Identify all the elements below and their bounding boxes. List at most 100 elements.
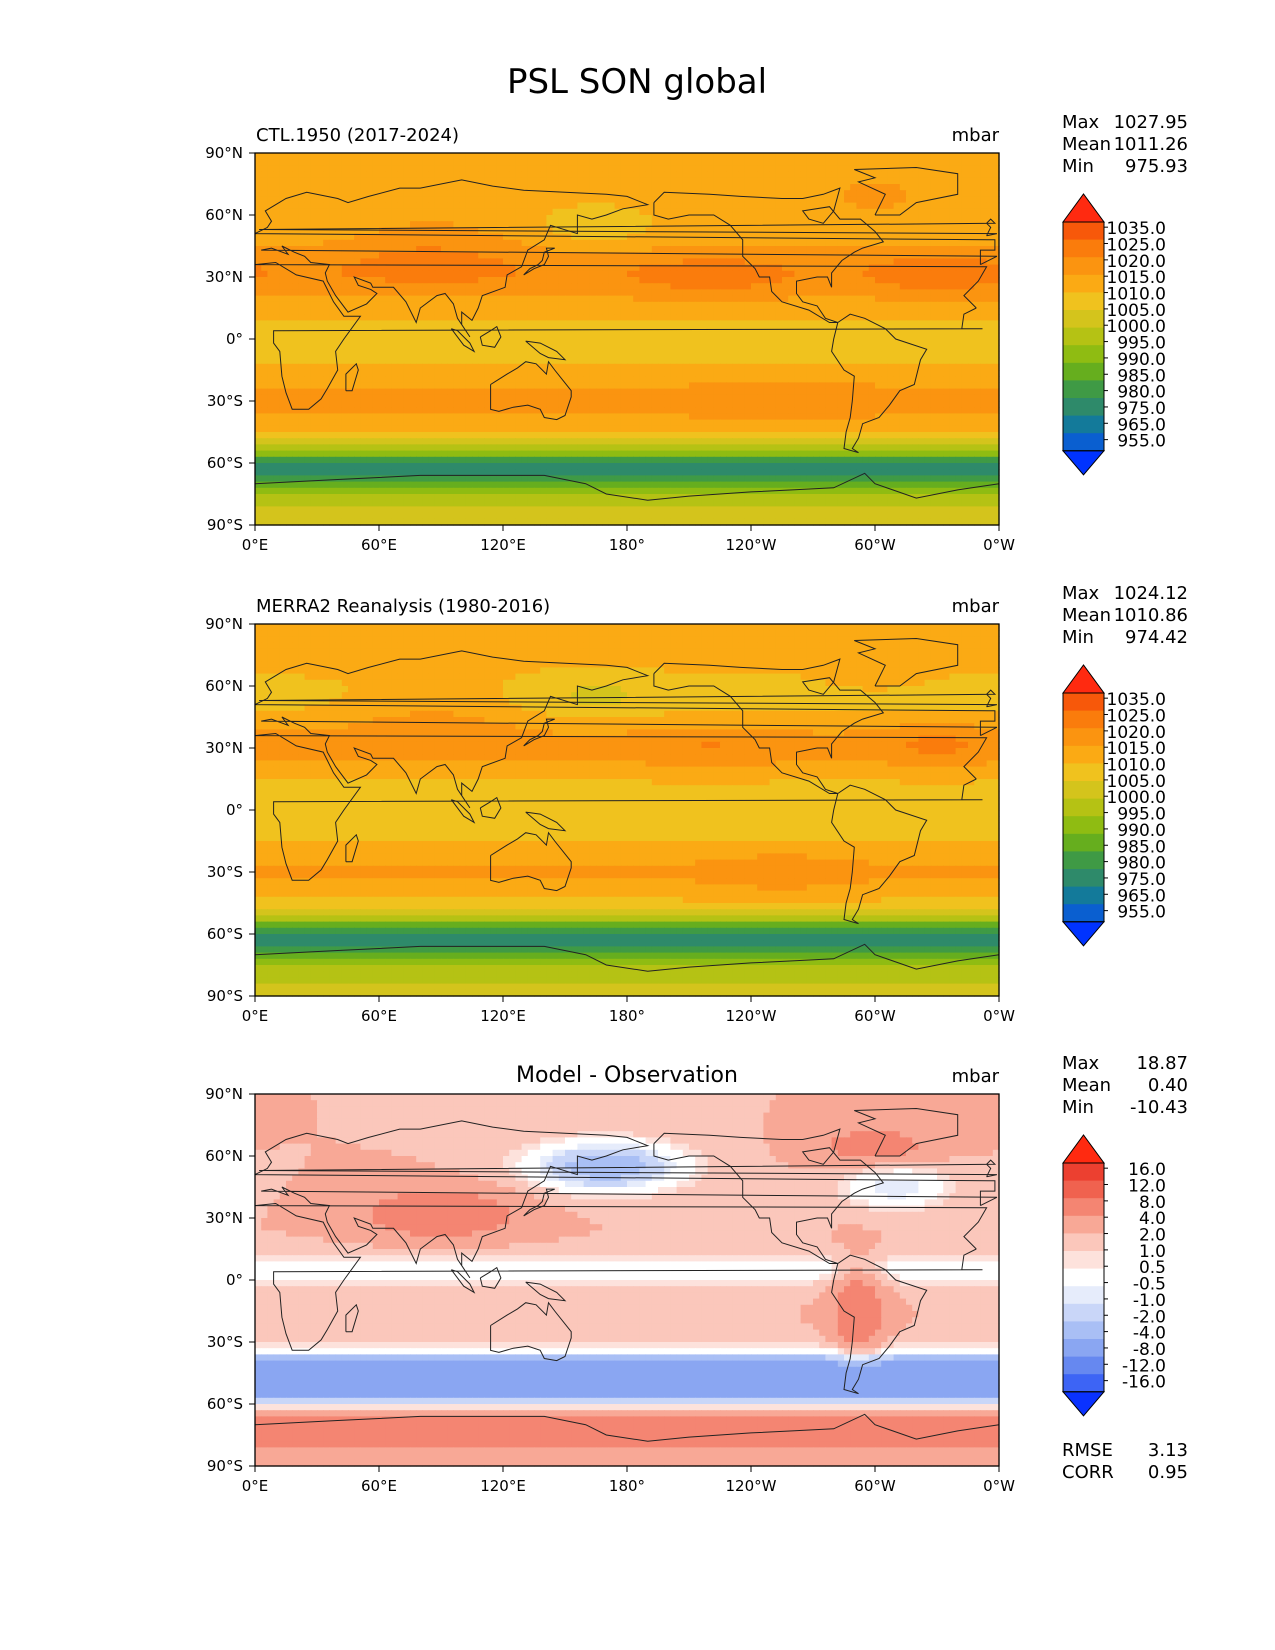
field-cell <box>484 203 491 210</box>
field-cell <box>739 227 746 234</box>
field-cell <box>627 209 634 216</box>
field-cell <box>745 153 752 160</box>
field-cell <box>354 165 361 172</box>
field-cell <box>894 172 901 179</box>
field-cell <box>367 153 374 160</box>
field-cell <box>404 159 411 166</box>
field-cell <box>416 159 423 166</box>
field-cell <box>695 159 702 166</box>
field-cell <box>813 178 820 185</box>
field-cell <box>286 203 293 210</box>
field-cell <box>329 190 336 197</box>
field-cell <box>602 184 609 191</box>
field-cell <box>906 172 913 179</box>
field-cell <box>987 203 994 210</box>
field-cell <box>670 165 677 172</box>
field-cell <box>701 159 708 166</box>
field-cell <box>881 215 888 222</box>
field-cell <box>267 190 274 197</box>
field-cell <box>825 184 832 191</box>
field-cell <box>336 165 343 172</box>
field-cell <box>497 172 504 179</box>
field-cell <box>261 203 268 210</box>
field-cell <box>683 159 690 166</box>
field-cell <box>435 153 442 160</box>
field-cell <box>416 215 423 222</box>
field-cell <box>962 215 969 222</box>
field-cell <box>931 159 938 166</box>
field-cell <box>900 172 907 179</box>
field-cell <box>677 159 684 166</box>
field-cell <box>255 165 262 172</box>
field-cell <box>329 153 336 160</box>
field-cell <box>286 227 293 234</box>
field-cell <box>348 203 355 210</box>
field-cell <box>274 153 281 160</box>
field-cell <box>577 159 584 166</box>
field-cell <box>869 153 876 160</box>
field-cell <box>559 178 566 185</box>
field-cell <box>522 165 529 172</box>
field-cell <box>881 153 888 160</box>
field-cell <box>398 190 405 197</box>
field-cell <box>453 159 460 166</box>
field-cell <box>962 221 969 228</box>
field-cell <box>460 190 467 197</box>
field-cell <box>937 190 944 197</box>
field-cell <box>311 227 318 234</box>
field-cell <box>875 172 882 179</box>
field-cell <box>565 234 572 241</box>
field-cell <box>329 221 336 228</box>
field-cell <box>714 221 721 228</box>
field-cell <box>850 153 857 160</box>
field-cell <box>391 196 398 203</box>
field-cell <box>398 196 405 203</box>
field-cell <box>422 190 429 197</box>
field-cell <box>906 190 913 197</box>
field-cell <box>739 165 746 172</box>
field-cell <box>274 184 281 191</box>
field-cell <box>286 153 293 160</box>
field-cell <box>342 190 349 197</box>
field-cell <box>491 209 498 216</box>
field-cell <box>639 172 646 179</box>
field-cell <box>596 178 603 185</box>
field-cell <box>447 190 454 197</box>
field-cell <box>460 165 467 172</box>
field-cell <box>590 234 597 241</box>
field-cell <box>608 215 615 222</box>
field-cell <box>844 234 851 241</box>
field-cell <box>757 165 764 172</box>
field-cell <box>441 153 448 160</box>
field-cell <box>794 165 801 172</box>
field-cell <box>912 165 919 172</box>
field-cell <box>398 178 405 185</box>
field-cell <box>664 184 671 191</box>
field-cell <box>683 221 690 228</box>
field-cell <box>931 215 938 222</box>
field-cell <box>373 159 380 166</box>
field-cell <box>286 165 293 172</box>
field-cell <box>621 165 628 172</box>
field-cell <box>739 209 746 216</box>
field-cell <box>596 172 603 179</box>
field-cell <box>379 215 386 222</box>
field-cell <box>342 203 349 210</box>
field-cell <box>652 159 659 166</box>
field-cell <box>398 165 405 172</box>
field-cell <box>602 159 609 166</box>
field-cell <box>894 203 901 210</box>
field-cell <box>788 184 795 191</box>
field-cell <box>509 215 516 222</box>
field-cell <box>491 172 498 179</box>
field-cell <box>515 190 522 197</box>
field-cell <box>943 209 950 216</box>
field-cell <box>813 234 820 241</box>
field-cell <box>491 234 498 241</box>
field-cell <box>410 190 417 197</box>
field-cell <box>391 165 398 172</box>
field-cell <box>292 178 299 185</box>
field-cell <box>974 172 981 179</box>
field-cell <box>633 153 640 160</box>
field-cell <box>466 184 473 191</box>
